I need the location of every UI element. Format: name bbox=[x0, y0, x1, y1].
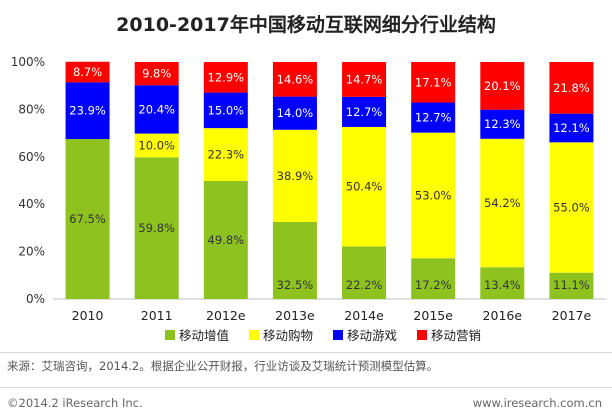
bars: 67.5% 23.9% 8.7% 59.8% 10.0% 20.4% 9.8% 49.8% 22… bbox=[65, 61, 594, 299]
data-label: 22.3% bbox=[208, 148, 245, 162]
x-tick-label: 2012e bbox=[206, 308, 246, 323]
data-label: 32.5% bbox=[277, 278, 314, 292]
data-label: 14.0% bbox=[277, 106, 314, 120]
y-tick-label: 60% bbox=[18, 150, 45, 164]
x-tick-label: 2014e bbox=[344, 308, 384, 323]
data-label: 59.8% bbox=[138, 221, 175, 235]
data-label: 12.3% bbox=[484, 117, 521, 131]
bar-segment bbox=[480, 109, 525, 139]
data-label: 38.9% bbox=[277, 169, 314, 183]
bar-segment bbox=[272, 96, 317, 130]
data-label: 53.0% bbox=[415, 188, 452, 202]
stacked-bar-chart: 0% 20% 40% 60% 80% 100% 67.5% 23.9% 8.7% 59.8% 10… bbox=[11, 55, 606, 343]
bar-segment bbox=[203, 62, 248, 93]
bar-segment bbox=[411, 102, 456, 133]
legend-label: 移动增值 bbox=[179, 328, 229, 343]
bar-segment bbox=[549, 272, 594, 299]
data-label: 11.1% bbox=[553, 278, 590, 292]
legend-label: 移动购物 bbox=[263, 328, 313, 343]
x-tick-label: 2017e bbox=[552, 308, 592, 323]
data-label: 17.2% bbox=[415, 278, 452, 292]
source-note: 来源：艾瑞咨询，2014.2。根据企业公开财报，行业访谈及艾瑞统计预测模型估算。 bbox=[7, 359, 439, 373]
legend: 移动增值 移动购物 移动游戏 移动营销 bbox=[165, 328, 481, 343]
x-tick-label: 2013e bbox=[275, 308, 315, 323]
data-label: 12.1% bbox=[553, 121, 590, 135]
bar-segment bbox=[203, 180, 248, 299]
data-label: 14.6% bbox=[277, 72, 314, 86]
data-label: 50.4% bbox=[346, 180, 383, 194]
bar-segment bbox=[272, 129, 317, 222]
data-label: 12.7% bbox=[346, 105, 383, 119]
data-label: 8.7% bbox=[73, 65, 102, 79]
data-label: 12.7% bbox=[415, 111, 452, 125]
data-label: 20.4% bbox=[138, 102, 175, 116]
data-label: 23.9% bbox=[69, 104, 106, 118]
data-label: 13.4% bbox=[484, 278, 521, 292]
bar-segment bbox=[134, 157, 179, 299]
data-label: 55.0% bbox=[553, 201, 590, 215]
bar-segment bbox=[342, 62, 387, 97]
x-tick-label: 2016e bbox=[483, 308, 523, 323]
bar-segment bbox=[480, 62, 525, 110]
data-label: 67.5% bbox=[69, 212, 106, 226]
bar-segment bbox=[480, 267, 525, 299]
legend-label: 移动营销 bbox=[431, 328, 481, 343]
bar-segment bbox=[65, 139, 110, 299]
bar-segment bbox=[203, 92, 248, 129]
data-label: 17.1% bbox=[415, 75, 452, 89]
legend-swatch bbox=[249, 330, 259, 340]
legend-label: 移动游戏 bbox=[347, 328, 397, 343]
bar-segment bbox=[65, 61, 110, 83]
bar-segment bbox=[342, 126, 387, 247]
data-label: 12.9% bbox=[208, 70, 245, 84]
bar-segment bbox=[480, 138, 525, 268]
y-tick-label: 20% bbox=[18, 245, 45, 259]
x-axis: 2010 2011 2012e 2013e 2014e 2015e 2016e 2017e bbox=[72, 308, 592, 323]
y-tick-label: 100% bbox=[11, 55, 45, 69]
data-label: 49.8% bbox=[208, 233, 245, 247]
chart-title: 2010-2017年中国移动互联网细分行业结构 bbox=[116, 14, 496, 36]
data-label: 15.0% bbox=[208, 103, 245, 117]
bar-segment bbox=[411, 132, 456, 259]
data-label: 10.0% bbox=[138, 138, 175, 152]
data-label: 21.8% bbox=[553, 81, 590, 95]
bar-segment bbox=[342, 96, 387, 127]
data-label: 54.2% bbox=[484, 196, 521, 210]
bar-segment bbox=[411, 62, 456, 103]
x-tick-label: 2010 bbox=[72, 308, 104, 323]
bar-segment bbox=[65, 82, 110, 140]
bar-segment bbox=[549, 62, 594, 114]
y-tick-label: 40% bbox=[18, 197, 45, 211]
bar-segment bbox=[272, 221, 317, 299]
copyright: ©2014.2 iResearch Inc. bbox=[7, 396, 143, 410]
site-url: www.iresearch.com.cn bbox=[472, 396, 602, 410]
y-tick-label: 80% bbox=[18, 102, 45, 116]
bar-segment bbox=[549, 142, 594, 273]
y-tick-label: 0% bbox=[26, 292, 45, 306]
bar-segment bbox=[342, 246, 387, 299]
divider-bottom bbox=[0, 387, 612, 388]
bar-segment bbox=[272, 62, 317, 97]
bar-segment bbox=[134, 62, 179, 86]
bar-segment bbox=[549, 113, 594, 143]
x-tick-label: 2011 bbox=[141, 308, 173, 323]
data-label: 22.2% bbox=[346, 278, 383, 292]
legend-swatch bbox=[333, 330, 343, 340]
bar-segment bbox=[203, 128, 248, 181]
data-label: 14.7% bbox=[346, 72, 383, 86]
data-label: 9.8% bbox=[142, 67, 171, 81]
legend-swatch bbox=[417, 330, 427, 340]
data-label: 20.1% bbox=[484, 79, 521, 93]
bar-segment bbox=[134, 133, 179, 158]
divider-top bbox=[0, 352, 612, 353]
legend-swatch bbox=[165, 330, 175, 340]
x-tick-label: 2015e bbox=[413, 308, 453, 323]
bar-segment bbox=[411, 258, 456, 299]
bar-segment bbox=[134, 85, 179, 134]
